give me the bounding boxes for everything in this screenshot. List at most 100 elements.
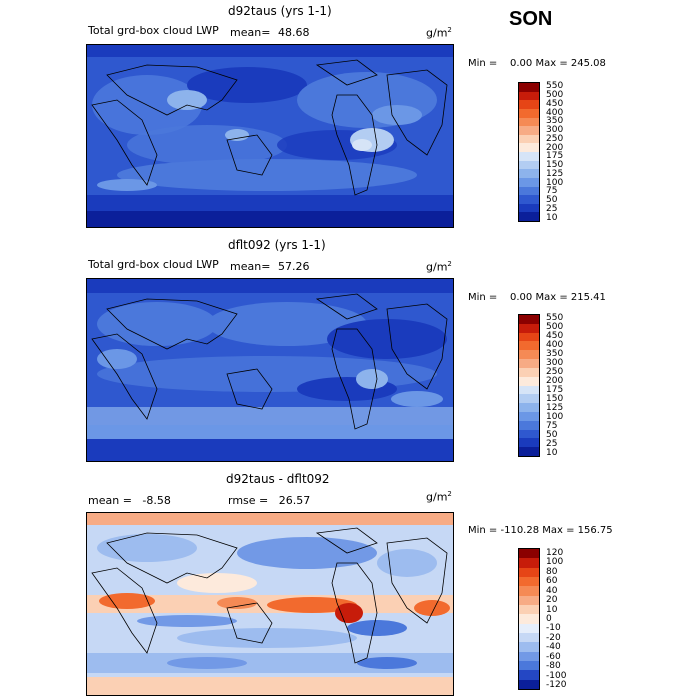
colorbar-swatch <box>519 100 539 109</box>
colorbar-tick-label: 250 <box>546 367 564 378</box>
colorbar-tick-label: 350 <box>546 116 564 127</box>
colorbar-tick-label: 100 <box>546 557 564 568</box>
panel2-mean-label: mean= <box>230 260 271 273</box>
colorbar-tick-label: -60 <box>546 651 561 662</box>
colorbar-tick-label: 0 <box>546 614 552 624</box>
colorbar-swatch <box>519 203 539 213</box>
panel2-mean-value: 57.26 <box>278 260 310 273</box>
colorbar-swatch <box>519 91 539 101</box>
colorbar-swatch <box>519 586 539 596</box>
colorbar-swatch <box>519 83 539 92</box>
panel2-minmax: Min = 0.00 Max = 215.41 <box>468 292 606 303</box>
colorbar-tick-label: -20 <box>546 632 561 643</box>
colorbar-tick-label: 60 <box>546 576 558 587</box>
colorbar-tick-label: 10 <box>546 604 558 615</box>
panel3-units: g/m2 <box>426 490 452 504</box>
colorbar-tick-label: 550 <box>546 81 564 92</box>
panel3-map-field <box>87 513 453 695</box>
colorbar-swatch <box>519 429 539 439</box>
colorbar-swatch <box>519 177 539 187</box>
colorbar-tick-label: 40 <box>546 585 558 596</box>
panel1-variable-label: Total grd-box cloud LWP <box>88 24 219 37</box>
colorbar-swatch <box>519 632 539 643</box>
colorbar-swatch <box>519 376 539 386</box>
panel2-map-field <box>87 279 453 461</box>
colorbar-tick-label: 400 <box>546 107 564 118</box>
colorbar-swatch <box>519 623 539 633</box>
colorbar-tick-label: -100 <box>546 670 567 681</box>
colorbar-tick-label: 10 <box>546 212 558 223</box>
colorbar-swatch <box>519 403 539 412</box>
colorbar-swatch <box>519 108 539 118</box>
panel1-mean-value: 48.68 <box>278 26 310 39</box>
colorbar-swatch <box>519 350 539 360</box>
panel1-colorbar <box>518 82 540 222</box>
colorbar-tick-label: 200 <box>546 142 564 153</box>
colorbar-tick-label: 300 <box>546 358 564 369</box>
colorbar-swatch <box>519 152 539 161</box>
panel3-minmax: Min = -110.28 Max = 156.75 <box>468 525 613 536</box>
colorbar-swatch <box>519 567 539 577</box>
colorbar-tick-label: -80 <box>546 661 561 672</box>
colorbar-swatch <box>519 186 539 196</box>
colorbar-swatch <box>519 394 539 404</box>
colorbar-swatch <box>519 341 539 351</box>
panel2-map <box>86 278 454 462</box>
colorbar-tick-label: 75 <box>546 420 558 431</box>
panel1-minmax: Min = 0.00 Max = 245.08 <box>468 58 606 69</box>
colorbar-swatch <box>519 332 539 342</box>
colorbar-tick-label: 450 <box>546 331 564 342</box>
colorbar-tick-label: 10 <box>546 447 558 458</box>
colorbar-swatch <box>519 595 539 605</box>
colorbar-tick-label: 250 <box>546 133 564 144</box>
colorbar-swatch <box>519 134 539 144</box>
colorbar-tick-label: 200 <box>546 376 564 387</box>
colorbar-tick-label: 450 <box>546 98 564 109</box>
panel1-map <box>86 44 454 228</box>
panel1-title: d92taus (yrs 1-1) <box>228 4 332 18</box>
colorbar-swatch <box>519 367 539 377</box>
colorbar-swatch <box>519 126 539 135</box>
panel3-map <box>86 512 454 696</box>
colorbar-tick-label: 50 <box>546 429 558 440</box>
colorbar-swatch <box>519 447 539 456</box>
colorbar-tick-label: -120 <box>546 680 567 691</box>
colorbar-tick-label: -40 <box>546 642 561 653</box>
colorbar-swatch <box>519 670 539 680</box>
colorbar-swatch <box>519 549 539 559</box>
colorbar-swatch <box>519 651 539 661</box>
colorbar-tick-label: 120 <box>546 547 564 558</box>
colorbar-swatch <box>519 438 539 448</box>
panel1-map-field <box>87 45 453 227</box>
colorbar-swatch <box>519 143 539 152</box>
colorbar-tick-label: 125 <box>546 168 564 179</box>
colorbar-swatch <box>519 359 539 368</box>
panel1-units: g/m2 <box>426 26 452 40</box>
colorbar-tick-label: 80 <box>546 566 558 577</box>
colorbar-swatch <box>519 117 539 127</box>
colorbar-swatch <box>519 169 539 178</box>
panel3-rmse: rmse = 26.57 <box>228 494 311 507</box>
colorbar-swatch <box>519 195 539 204</box>
panel3-title: d92taus - dflt092 <box>226 472 330 486</box>
colorbar-tick-label: 400 <box>546 340 564 351</box>
panel2-units: g/m2 <box>426 260 452 274</box>
colorbar-tick-label: 100 <box>546 411 564 422</box>
colorbar-swatch <box>519 315 539 324</box>
colorbar-tick-label: 500 <box>546 322 564 333</box>
colorbar-swatch <box>519 614 539 624</box>
colorbar-tick-label: 75 <box>546 186 558 197</box>
panel2-title: dflt092 (yrs 1-1) <box>228 238 326 252</box>
colorbar-tick-label: 150 <box>546 160 564 171</box>
colorbar-swatch <box>519 420 539 430</box>
colorbar-tick-label: 175 <box>546 151 564 162</box>
colorbar-tick-label: 125 <box>546 402 564 413</box>
colorbar-swatch <box>519 642 539 652</box>
colorbar-tick-label: 500 <box>546 90 564 101</box>
colorbar-tick-label: 550 <box>546 313 564 324</box>
panel2-colorbar <box>518 314 540 457</box>
colorbar-swatch <box>519 385 539 395</box>
colorbar-swatch <box>519 576 539 587</box>
colorbar-tick-label: 350 <box>546 349 564 360</box>
colorbar-tick-label: 50 <box>546 195 558 206</box>
